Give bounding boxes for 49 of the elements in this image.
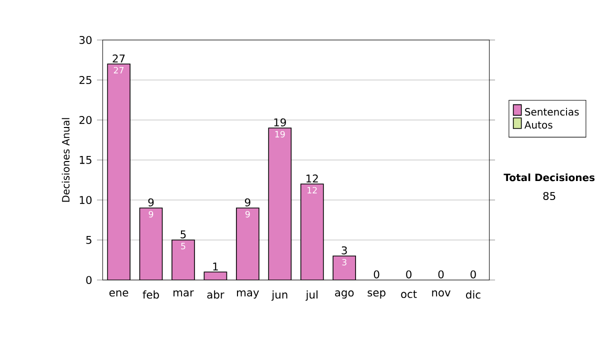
total-label: 9 bbox=[148, 198, 154, 206]
text: 85 bbox=[543, 192, 556, 200]
y-tick-label: 15 bbox=[80, 156, 92, 164]
data-label: 12 bbox=[308, 186, 317, 194]
data-label: 9 bbox=[245, 210, 250, 218]
x-tick-label: ene bbox=[109, 290, 128, 297]
bar bbox=[268, 128, 292, 280]
bar bbox=[107, 64, 130, 280]
y-axis-title: Decisiones Anual bbox=[62, 118, 70, 202]
y-tick-label: 10 bbox=[80, 196, 92, 204]
total-label: 9 bbox=[244, 198, 250, 206]
bar bbox=[139, 208, 163, 280]
total-label: 0 bbox=[438, 270, 444, 278]
x-tick-label: jun bbox=[271, 290, 288, 301]
data-label: 3 bbox=[342, 258, 346, 266]
total-label: 0 bbox=[406, 270, 412, 278]
bar bbox=[236, 208, 260, 280]
x-tick-label: nov bbox=[432, 290, 450, 297]
total-label: 12 bbox=[306, 174, 318, 182]
total-label: 27 bbox=[112, 54, 125, 62]
data-label: 9 bbox=[148, 210, 154, 218]
x-tick-label: abr bbox=[207, 290, 224, 299]
y-tick-label: 20 bbox=[79, 116, 92, 124]
x-tick-label: may bbox=[237, 290, 259, 299]
bar bbox=[300, 184, 324, 280]
x-tick-label: feb bbox=[142, 290, 159, 299]
y-tick-label: 5 bbox=[86, 236, 92, 244]
x-tick-label: mar bbox=[174, 290, 194, 297]
data-label: 19 bbox=[275, 130, 285, 138]
x-tick-label: ago bbox=[335, 290, 354, 299]
bar bbox=[172, 240, 195, 280]
data-label: 27 bbox=[114, 66, 124, 74]
legend-label: Sentencias bbox=[525, 108, 579, 116]
total-label: 0 bbox=[374, 270, 380, 278]
total-label: 1 bbox=[213, 262, 218, 270]
total-label: 0 bbox=[470, 270, 476, 278]
total-label: 3 bbox=[342, 246, 347, 254]
data-label: 5 bbox=[181, 242, 186, 250]
y-tick-label: 0 bbox=[86, 276, 92, 284]
y-tick-label: 25 bbox=[79, 76, 92, 84]
legend-label: Autos bbox=[524, 121, 552, 129]
total-label: 5 bbox=[180, 230, 186, 238]
text: Total Decisiones bbox=[504, 173, 595, 182]
x-tick-label: oct bbox=[401, 290, 417, 298]
x-tick-label: sep bbox=[368, 290, 386, 299]
x-tick-label: dic bbox=[466, 290, 480, 299]
y-tick-label: 30 bbox=[80, 36, 92, 44]
x-tick-label: jul bbox=[306, 290, 318, 301]
total-label: 19 bbox=[274, 118, 286, 126]
